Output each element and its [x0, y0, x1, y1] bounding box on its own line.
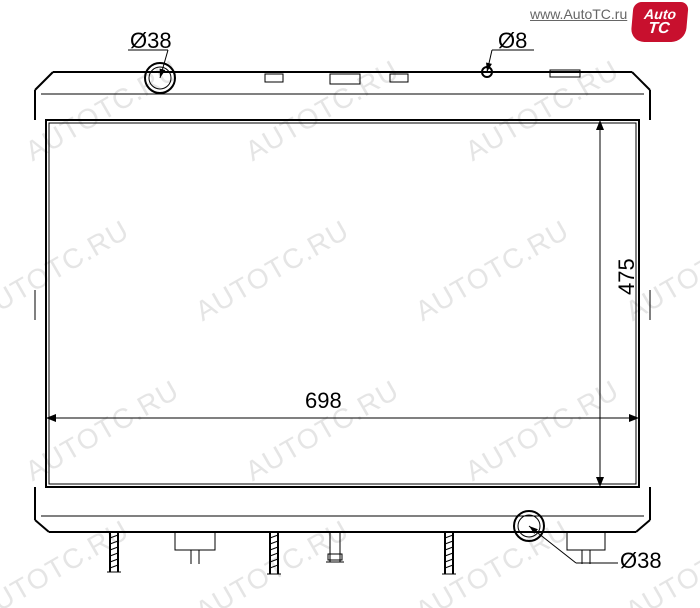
callout-outlet-dia: Ø38	[620, 548, 662, 574]
drawing-svg	[0, 0, 700, 608]
drawing-canvas: AUTOTC.RUAUTOTC.RUAUTOTC.RUAUTOTC.RUAUTO…	[0, 0, 700, 608]
dimension-height-label: 475	[614, 258, 640, 295]
callout-pin-dia: Ø8	[498, 28, 527, 54]
callout-inlet-dia: Ø38	[130, 28, 172, 54]
dimension-width-label: 698	[305, 388, 342, 414]
